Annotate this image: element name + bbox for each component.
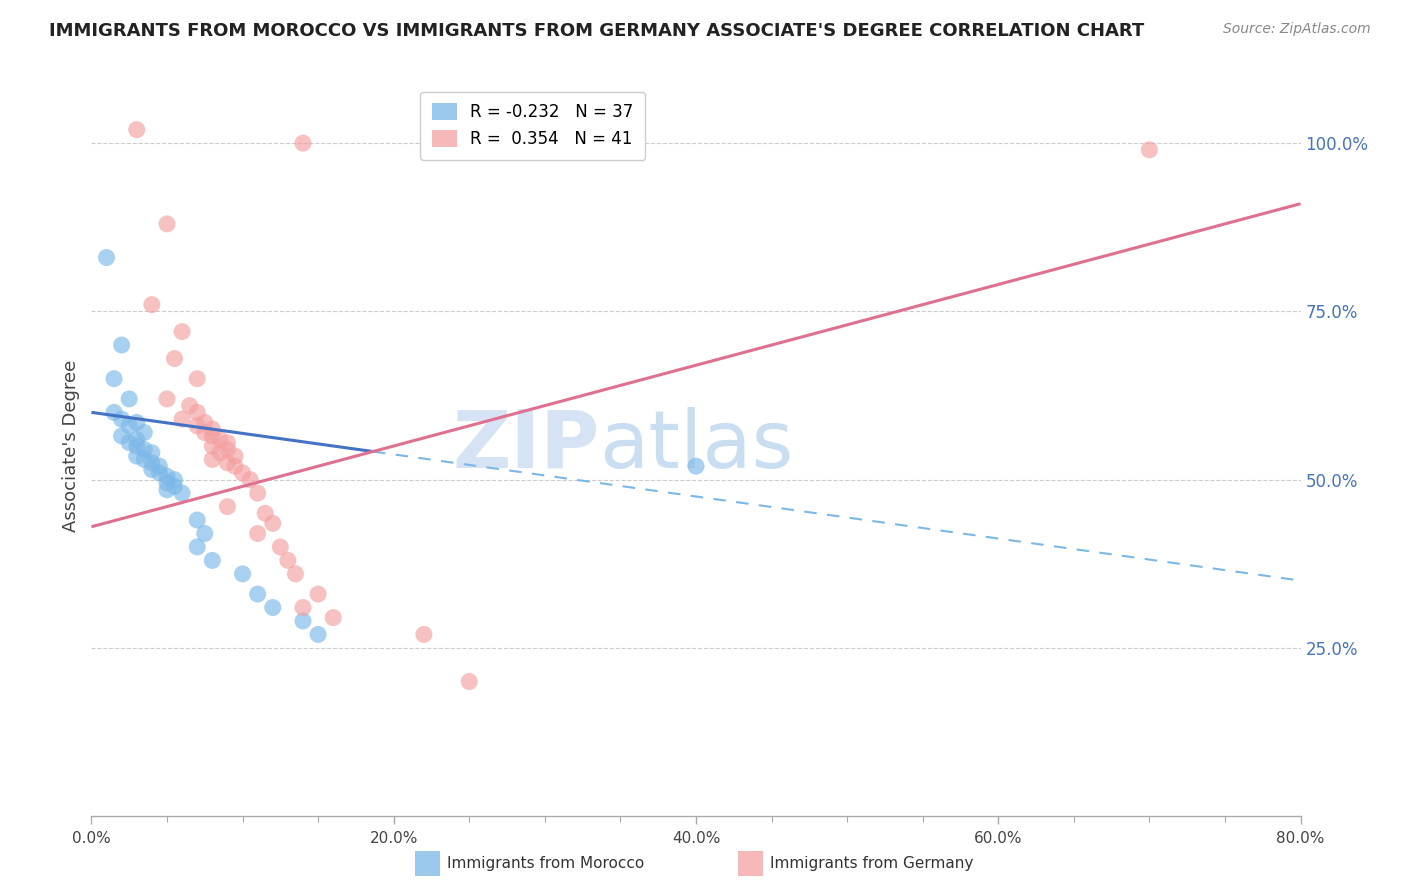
Point [413, 627, 436, 641]
Point [208, 446, 231, 460]
Point [141, 446, 163, 460]
Point [118, 435, 141, 450]
Point [246, 526, 269, 541]
Point [217, 500, 239, 514]
Point [134, 452, 156, 467]
Point [201, 422, 224, 436]
Point [186, 418, 208, 433]
Point [96, 251, 118, 265]
Point [125, 416, 148, 430]
Point [1139, 143, 1161, 157]
Point [217, 456, 239, 470]
Point [201, 452, 224, 467]
Point [292, 614, 315, 628]
Point [186, 405, 208, 419]
Point [141, 462, 163, 476]
Point [172, 412, 194, 426]
Point [125, 122, 148, 136]
Point [118, 392, 141, 406]
Point [186, 513, 208, 527]
Text: IMMIGRANTS FROM MOROCCO VS IMMIGRANTS FROM GERMANY ASSOCIATE'S DEGREE CORRELATIO: IMMIGRANTS FROM MOROCCO VS IMMIGRANTS FR… [49, 22, 1144, 40]
Point [194, 425, 217, 440]
Point [148, 466, 170, 480]
Point [262, 600, 284, 615]
Point [179, 399, 201, 413]
Point [156, 392, 179, 406]
Text: ZIP: ZIP [451, 407, 599, 485]
Point [156, 217, 179, 231]
Point [217, 435, 239, 450]
Point [118, 418, 141, 433]
Point [125, 432, 148, 446]
Point [103, 405, 125, 419]
Point [134, 442, 156, 457]
Text: Immigrants from Morocco: Immigrants from Morocco [447, 856, 644, 871]
Point [262, 516, 284, 531]
Point [111, 412, 132, 426]
Point [254, 506, 277, 520]
Point [103, 372, 125, 386]
Text: Source: ZipAtlas.com: Source: ZipAtlas.com [1223, 22, 1371, 37]
Point [685, 459, 707, 474]
Point [172, 486, 194, 500]
Point [208, 432, 231, 446]
Point [224, 449, 246, 463]
Point [322, 610, 344, 624]
Point [194, 526, 217, 541]
Point [307, 587, 329, 601]
Y-axis label: Associate's Degree: Associate's Degree [62, 359, 80, 533]
Point [246, 587, 269, 601]
Point [163, 473, 186, 487]
Point [292, 136, 315, 150]
Point [156, 469, 179, 483]
Point [134, 425, 156, 440]
Point [201, 429, 224, 443]
Point [125, 439, 148, 453]
Point [125, 449, 148, 463]
Point [163, 479, 186, 493]
Legend: R = -0.232   N = 37, R =  0.354   N = 41: R = -0.232 N = 37, R = 0.354 N = 41 [420, 92, 645, 160]
Point [231, 566, 253, 581]
Point [246, 486, 269, 500]
Point [224, 459, 246, 474]
Text: atlas: atlas [599, 407, 793, 485]
Point [141, 298, 163, 312]
Point [194, 416, 217, 430]
Point [156, 483, 179, 497]
Point [163, 351, 186, 366]
Text: Immigrants from Germany: Immigrants from Germany [770, 856, 974, 871]
Point [277, 553, 299, 567]
Point [231, 466, 253, 480]
Point [148, 459, 170, 474]
Point [239, 473, 262, 487]
Point [156, 476, 179, 491]
Point [201, 439, 224, 453]
Point [186, 540, 208, 554]
Point [141, 456, 163, 470]
Point [111, 429, 132, 443]
Point [172, 325, 194, 339]
Point [186, 372, 208, 386]
Point [111, 338, 132, 352]
Point [217, 442, 239, 457]
Point [269, 540, 291, 554]
Point [458, 674, 481, 689]
Point [307, 627, 329, 641]
Point [292, 600, 315, 615]
Point [201, 553, 224, 567]
Point [284, 566, 307, 581]
